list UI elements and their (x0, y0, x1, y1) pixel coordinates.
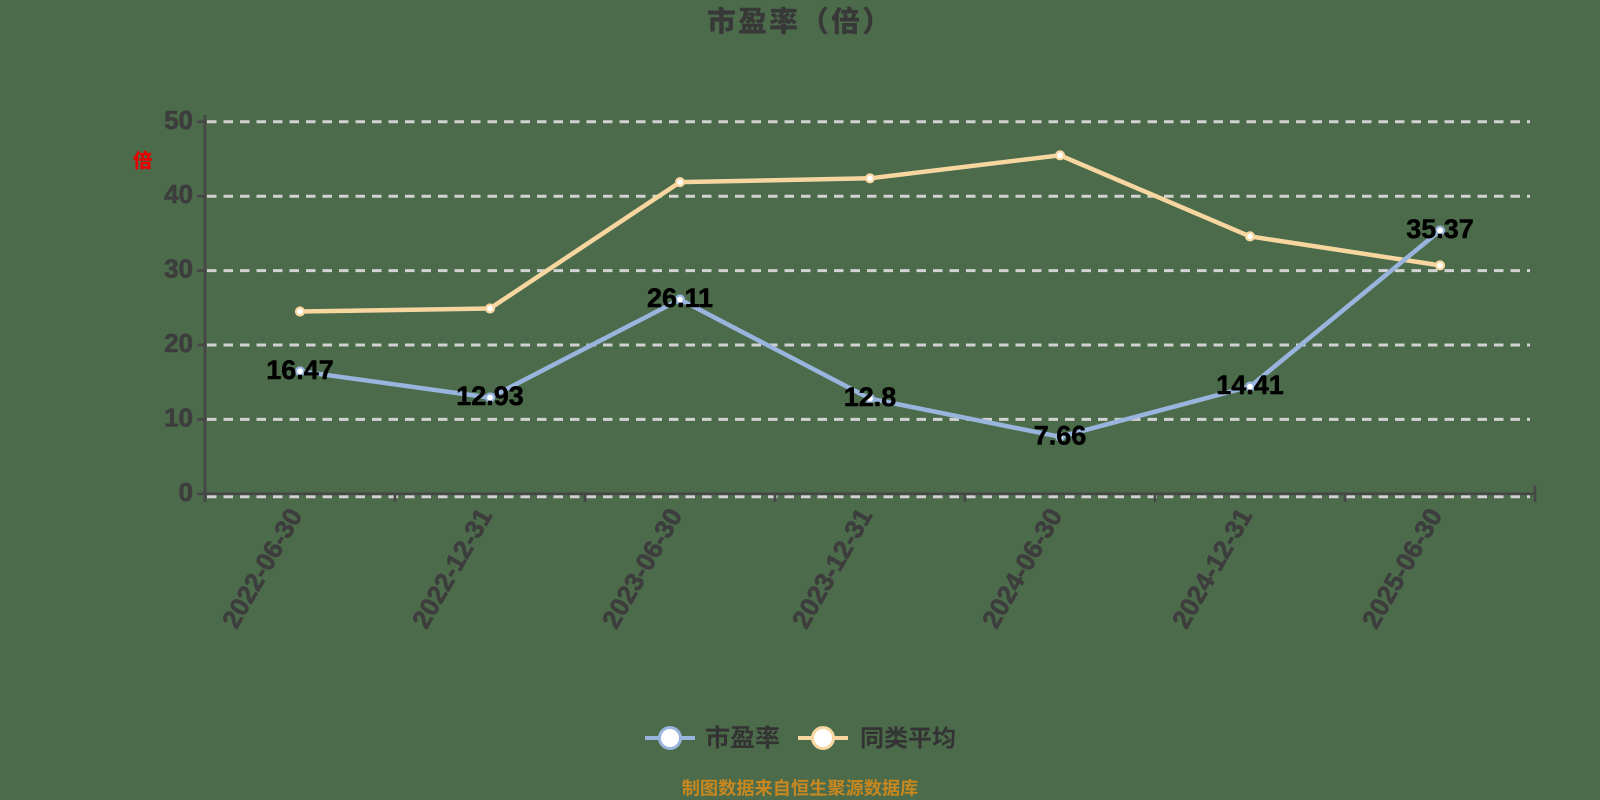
svg-text:10: 10 (164, 402, 193, 432)
svg-text:40: 40 (164, 179, 193, 209)
svg-text:7.66: 7.66 (1034, 420, 1087, 450)
svg-text:35.37: 35.37 (1406, 214, 1474, 244)
svg-text:20: 20 (164, 328, 193, 358)
svg-text:0: 0 (179, 477, 193, 507)
svg-text:12.8: 12.8 (844, 382, 897, 412)
svg-text:16.47: 16.47 (266, 355, 334, 385)
svg-text:14.41: 14.41 (1216, 370, 1284, 400)
svg-text:50: 50 (164, 105, 193, 135)
svg-text:12.93: 12.93 (456, 381, 524, 411)
svg-text:26.11: 26.11 (647, 283, 713, 313)
svg-text:30: 30 (164, 254, 193, 284)
